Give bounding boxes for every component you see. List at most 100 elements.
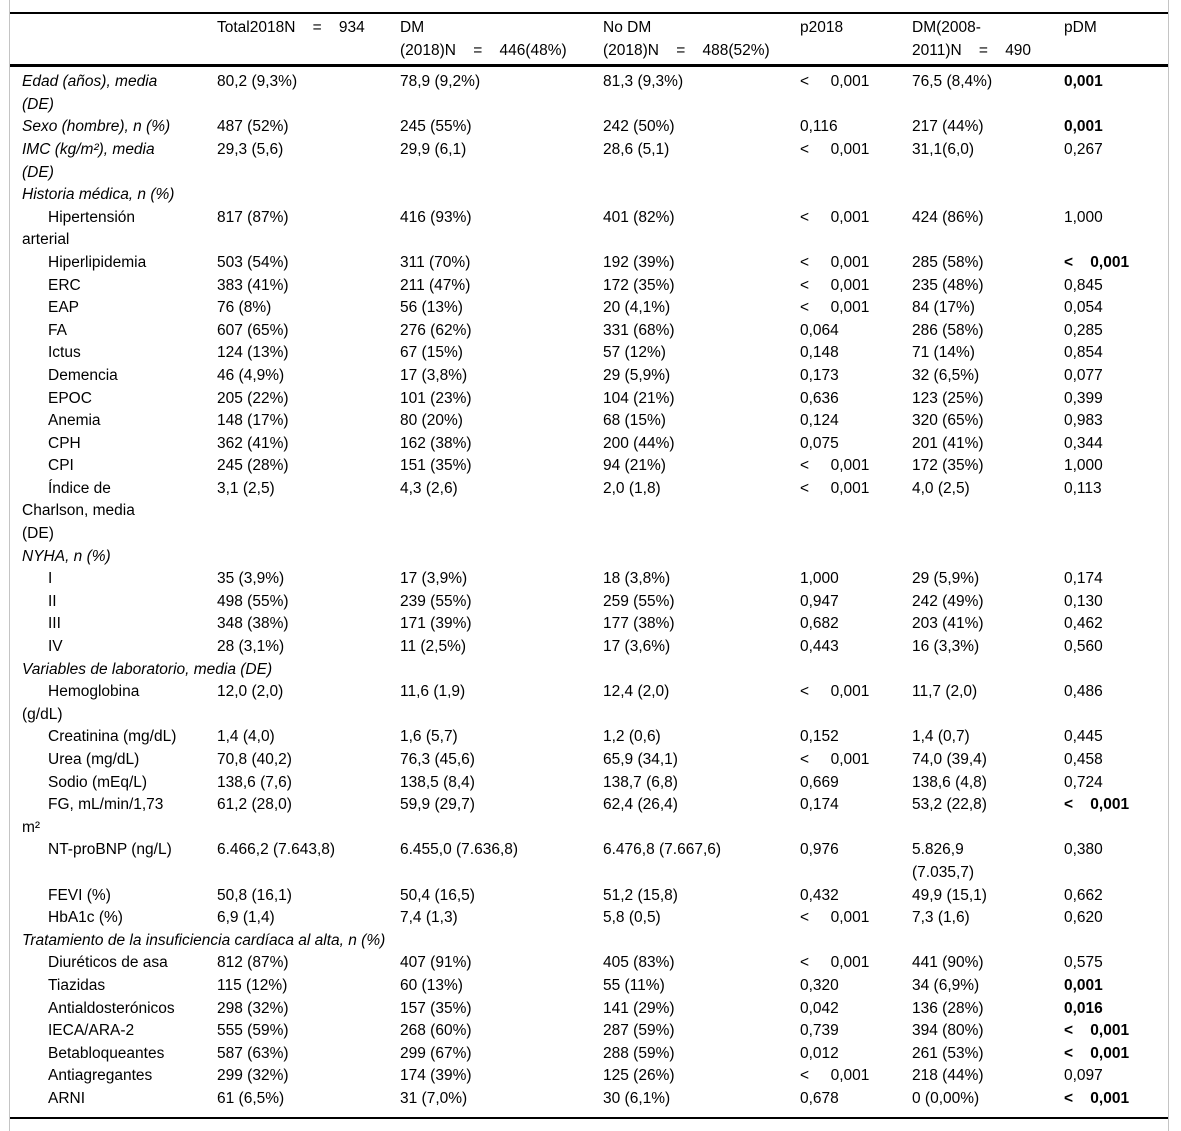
cell-nodm2018: 331 (68%) bbox=[603, 321, 675, 339]
cell-pdm: 0,285 bbox=[1064, 321, 1103, 339]
cell-dm2008: 242 (49%) bbox=[912, 592, 984, 610]
cell-total: 245 (28%) bbox=[217, 457, 289, 475]
cell-pdm: 0,486 bbox=[1064, 683, 1103, 701]
table-row: Urea (mg/dL) 70,8 (40,2) 76,3 (45,6) 65,9 (… bbox=[22, 749, 1168, 772]
cell-p2018: < 0,001 bbox=[800, 276, 870, 294]
cell-dm2018: 11 (2,5%) bbox=[400, 638, 467, 656]
cell-pdm: 0,575 bbox=[1064, 954, 1103, 972]
cell-total: 3,1 (2,5) bbox=[217, 479, 275, 497]
table-row: Hipertensión arterial 817 (87%) 416 (93%) 40… bbox=[22, 207, 1168, 252]
cell-dm2008: 16 (3,3%) bbox=[912, 638, 980, 656]
cell-dm2008: 424 (86%) bbox=[912, 208, 984, 226]
cell-pdm: 0,462 bbox=[1064, 615, 1103, 633]
cell-nodm2018: 259 (55%) bbox=[603, 592, 675, 610]
cell-dm2008: 76,5 (8,4%) bbox=[912, 73, 993, 91]
cell-nodm2018: 55 (11%) bbox=[603, 976, 665, 994]
cell-dm2018: 276 (62%) bbox=[400, 321, 472, 339]
row-label: ARNI bbox=[48, 1089, 86, 1107]
table-row: Variables de laboratorio, media (DE) bbox=[22, 659, 1168, 682]
cell-p2018: < 0,001 bbox=[800, 751, 870, 768]
row-label: NT-proBNP (ng/L) bbox=[48, 841, 172, 859]
cell-total: 503 (54%) bbox=[217, 253, 289, 271]
cell-total: 148 (17%) bbox=[217, 412, 289, 430]
cell-dm2018: 151 (35%) bbox=[400, 457, 472, 475]
table-row: FG, mL/min/1,73 m² 61,2 (28,0) 59,9 (29,7) 6… bbox=[22, 794, 1168, 839]
cell-dm2008: 203 (41%) bbox=[912, 615, 984, 633]
cell-total: 124 (13%) bbox=[217, 344, 289, 362]
cell-dm2018: 407 (91%) bbox=[400, 954, 472, 972]
cell-p2018: 0,148 bbox=[800, 344, 839, 362]
cell-p2018: 0,432 bbox=[800, 886, 839, 904]
table-row: Edad (años), media (DE) 80,2 (9,3%) 78,9 (9… bbox=[22, 71, 1168, 116]
cell-dm2008: 261 (53%) bbox=[912, 1044, 984, 1062]
row-label: Hipertensión arterial bbox=[22, 208, 136, 249]
cell-dm2018: 174 (39%) bbox=[400, 1067, 472, 1085]
table-row: NT-proBNP (ng/L) 6.466,2 (7.643,8) 6.455,0… bbox=[22, 839, 1168, 884]
header-nodm2018: No DM (2018)N = 488(52%) bbox=[603, 19, 770, 59]
cell-dm2008: 31,1(6,0) bbox=[912, 140, 975, 158]
cell-total: 50,8 (16,1) bbox=[217, 886, 292, 904]
cell-p2018: 0,012 bbox=[800, 1044, 839, 1062]
cell-dm2008: 138,6 (4,8) bbox=[912, 773, 987, 791]
row-label: Diuréticos de asa bbox=[48, 954, 168, 972]
cell-p2018: 0,174 bbox=[800, 796, 839, 814]
cell-pdm: 0,845 bbox=[1064, 276, 1103, 294]
cell-dm2008: 5.826,9 (7.035,7) bbox=[912, 841, 975, 881]
row-label: Urea (mg/dL) bbox=[48, 751, 140, 768]
cell-dm2018: 268 (60%) bbox=[400, 1022, 472, 1040]
row-label: CPI bbox=[48, 457, 74, 475]
cell-nodm2018: 141 (29%) bbox=[603, 999, 675, 1017]
cell-pdm: 0,001 bbox=[1064, 118, 1103, 136]
cell-dm2018: 4,3 (2,6) bbox=[400, 479, 458, 497]
table-right-border bbox=[1168, 0, 1169, 1131]
cell-dm2008: 201 (41%) bbox=[912, 434, 984, 452]
cell-pdm: 0,344 bbox=[1064, 434, 1103, 452]
cell-pdm: < 0,001 bbox=[1064, 1022, 1130, 1040]
cell-dm2018: 211 (47%) bbox=[400, 276, 471, 294]
cell-pdm: 0,854 bbox=[1064, 344, 1103, 362]
row-label: Creatinina (mg/dL) bbox=[48, 728, 177, 746]
row-label: EPOC bbox=[48, 389, 92, 407]
table-row: NYHA, n (%) bbox=[22, 546, 1168, 569]
row-label: Ictus bbox=[48, 344, 81, 362]
cell-dm2008: 320 (65%) bbox=[912, 412, 984, 430]
cell-total: 76 (8%) bbox=[217, 299, 272, 317]
cell-pdm: 0,054 bbox=[1064, 299, 1103, 317]
cell-pdm: 0,001 bbox=[1064, 976, 1103, 994]
cell-pdm: < 0,001 bbox=[1064, 253, 1130, 271]
cell-nodm2018: 172 (35%) bbox=[603, 276, 675, 294]
cell-total: 61 (6,5%) bbox=[217, 1089, 285, 1107]
cell-nodm2018: 30 (6,1%) bbox=[603, 1089, 671, 1107]
cell-nodm2018: 287 (59%) bbox=[603, 1022, 675, 1040]
row-label: FEVI (%) bbox=[48, 886, 111, 904]
cell-p2018: < 0,001 bbox=[800, 73, 870, 91]
cell-pdm: 0,399 bbox=[1064, 389, 1103, 407]
cell-total: 555 (59%) bbox=[217, 1022, 289, 1040]
cell-pdm: < 0,001 bbox=[1064, 796, 1130, 814]
cell-dm2008: 235 (48%) bbox=[912, 276, 984, 294]
cell-dm2018: 157 (35%) bbox=[400, 999, 472, 1017]
cell-dm2018: 29,9 (6,1) bbox=[400, 140, 467, 158]
cell-dm2008: 136 (28%) bbox=[912, 999, 984, 1017]
table-row: Antiagregantes 299 (32%) 174 (39%) 125 (26%… bbox=[22, 1065, 1168, 1088]
cell-pdm: 0,983 bbox=[1064, 412, 1103, 430]
row-label: Antialdosterónicos bbox=[48, 999, 175, 1017]
cell-dm2018: 138,5 (8,4) bbox=[400, 773, 475, 791]
row-label: Hiperlipidemia bbox=[48, 253, 147, 271]
table-row: IECA/ARA-2 555 (59%) 268 (60%) 287 (59%) 0,7… bbox=[22, 1020, 1168, 1043]
clinical-characteristics-table: Total2018N = 934 DM (2018)N = 446(48%) No D… bbox=[10, 12, 1168, 1119]
cell-dm2018: 17 (3,9%) bbox=[400, 570, 468, 588]
cell-total: 299 (32%) bbox=[217, 1067, 289, 1085]
cell-dm2018: 60 (13%) bbox=[400, 976, 463, 994]
row-label: Hemoglobina (g/dL) bbox=[22, 683, 140, 723]
cell-p2018: 0,636 bbox=[800, 389, 839, 407]
cell-nodm2018: 6.476,8 (7.667,6) bbox=[603, 841, 722, 859]
cell-p2018: < 0,001 bbox=[800, 208, 870, 226]
cell-pdm: 1,000 bbox=[1064, 208, 1103, 226]
row-label: Historia médica, n (%) bbox=[22, 186, 175, 204]
cell-p2018: 0,116 bbox=[800, 118, 838, 136]
cell-dm2018: 17 (3,8%) bbox=[400, 366, 468, 384]
table-row: Tiazidas 115 (12%) 60 (13%) 55 (11%) 0,320 34… bbox=[22, 975, 1168, 998]
cell-pdm: 0,174 bbox=[1064, 570, 1103, 588]
